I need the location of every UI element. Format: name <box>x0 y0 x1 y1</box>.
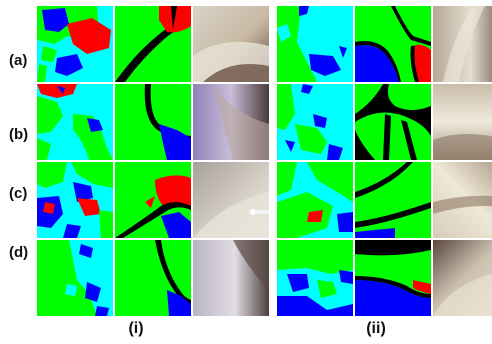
row-label-a: (a) <box>9 52 28 69</box>
panel-a-i-prediction <box>37 6 113 82</box>
panel-b-i-ground-truth <box>115 84 191 160</box>
panel-b-i-prediction <box>37 84 113 160</box>
panel-d-ii-ground-truth <box>355 240 431 316</box>
panel-a-i-ground-truth <box>115 6 191 82</box>
panel-b-ii-prediction <box>277 84 353 160</box>
panel-b-i-endoscopy-photo <box>193 84 269 160</box>
image-grid <box>37 6 492 318</box>
panel-d-i-ground-truth <box>115 240 191 316</box>
panel-b-ii-endoscopy-photo <box>433 84 492 160</box>
group-label-i: (i) <box>128 320 144 337</box>
panel-c-i-ground-truth <box>115 162 191 238</box>
group-label-ii: (ii) <box>366 320 386 337</box>
panel-b-ii-ground-truth <box>355 84 431 160</box>
panel-c-ii-ground-truth <box>355 162 431 238</box>
panel-d-ii-prediction <box>277 240 353 316</box>
row-label-d: (d) <box>9 244 29 261</box>
panel-c-ii-prediction <box>277 162 353 238</box>
panel-d-i-endoscopy-photo <box>193 240 269 316</box>
row-label-b: (b) <box>9 126 29 143</box>
panel-d-ii-endoscopy-photo <box>433 240 492 316</box>
panel-a-ii-ground-truth <box>355 6 431 82</box>
panel-c-i-endoscopy-photo <box>193 162 269 238</box>
panel-c-i-prediction <box>37 162 113 238</box>
row-label-c: (c) <box>9 185 28 202</box>
panel-a-i-endoscopy-photo <box>193 6 269 82</box>
panel-d-i-prediction <box>37 240 113 316</box>
panel-a-ii-prediction <box>277 6 353 82</box>
panel-c-ii-endoscopy-photo <box>433 162 492 238</box>
panel-a-ii-endoscopy-photo <box>433 6 492 82</box>
